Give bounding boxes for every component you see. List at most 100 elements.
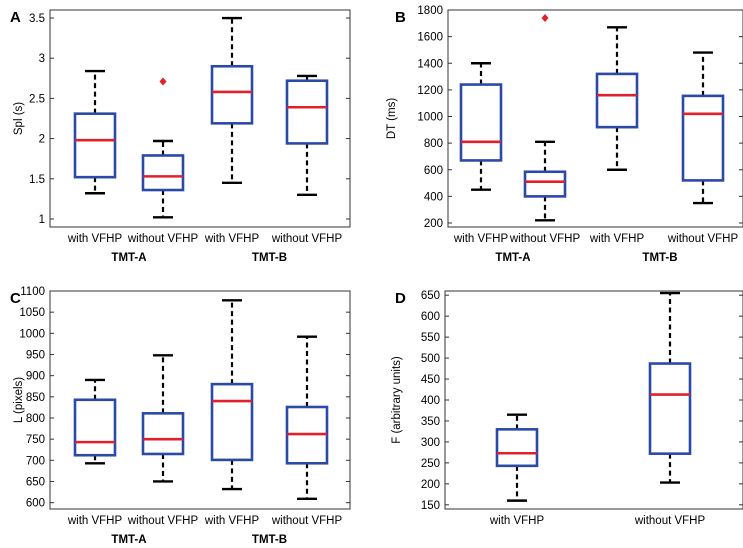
y-tick-label: 1200 — [417, 85, 443, 97]
y-tick-label: 600 — [26, 498, 45, 510]
y-tick-label: 2.5 — [29, 93, 45, 105]
box-4 — [681, 51, 725, 205]
iqr-box — [648, 362, 692, 455]
y-axis-label: L (pixels) — [13, 377, 25, 423]
y-tick-label: 3.5 — [29, 13, 45, 25]
y-tick-label: 1000 — [19, 328, 45, 340]
group-label: TMT-B — [642, 252, 677, 264]
outlier-point — [159, 77, 167, 86]
box-4 — [285, 74, 329, 197]
iqr-box — [595, 72, 639, 129]
category-label: without VFHP — [271, 233, 343, 245]
y-tick-label: 500 — [421, 353, 440, 365]
y-tick-label: 650 — [421, 290, 440, 302]
iqr-box — [141, 154, 185, 192]
y-tick-label: 3 — [39, 53, 45, 65]
category-label: with VFHP — [204, 515, 260, 527]
box-2 — [523, 13, 567, 222]
iqr-box — [141, 412, 185, 456]
y-tick-label: 400 — [424, 191, 443, 203]
panel-c: C 600 650 700 750 800 850 900 950 1000 1050 1100 L (… — [10, 286, 351, 546]
category-label: with VFHP — [489, 515, 545, 527]
iqr-box — [73, 398, 117, 457]
y-axis-label: F (arbitrary units) — [391, 356, 403, 444]
iqr-box — [73, 112, 117, 179]
category-label: without VFHP — [634, 515, 706, 527]
box-1 — [73, 378, 117, 465]
y-tick-label: 300 — [421, 437, 440, 449]
group-label: TMT-B — [252, 534, 287, 546]
category-label: without VFHP — [127, 233, 199, 245]
y-tick-label: 400 — [421, 395, 440, 407]
category-label: without VFHP — [667, 233, 739, 245]
y-tick-label: 750 — [26, 434, 45, 446]
y-tick-label: 700 — [26, 455, 45, 467]
y-tick-label: 2 — [39, 134, 45, 146]
group-label: TMT-A — [111, 534, 146, 546]
iqr-box — [523, 170, 567, 198]
iqr-box — [495, 428, 539, 468]
y-tick-label: 1400 — [417, 58, 443, 70]
y-tick-label: 200 — [424, 218, 443, 230]
plot-frame — [49, 290, 351, 510]
y-tick-label: 450 — [421, 374, 440, 386]
panel-b: B 200 400 600 800 1000 1200 1400 1600 1800 DT (ms)… — [386, 5, 743, 264]
category-label: with VFHP — [67, 233, 123, 245]
iqr-box — [681, 94, 725, 182]
category-label: without VFHP — [271, 515, 343, 527]
plot-frame — [444, 290, 743, 510]
y-axis-label: DT (ms) — [386, 98, 398, 139]
y-tick-label: 900 — [26, 371, 45, 383]
box-1 — [459, 62, 503, 191]
iqr-box — [285, 79, 329, 145]
panel-d: D 150 200 250 300 350 400 450 500 550 600 650 F (arb… — [391, 290, 743, 527]
category-label: with VFHP — [453, 233, 509, 245]
box-1 — [73, 69, 117, 195]
group-label: TMT-B — [252, 252, 287, 264]
y-tick-label: 850 — [26, 392, 45, 404]
iqr-box — [210, 382, 254, 462]
y-tick-label: 800 — [26, 413, 45, 425]
y-tick-label: 650 — [26, 476, 45, 488]
group-label: TMT-A — [111, 252, 146, 264]
y-tick-label: 1.5 — [29, 174, 45, 186]
y-tick-label: 1000 — [417, 112, 443, 124]
y-tick-label: 1050 — [19, 307, 45, 319]
box-2 — [141, 77, 185, 219]
y-tick-label: 150 — [421, 500, 440, 512]
iqr-box — [210, 64, 254, 125]
panel-label: A — [10, 9, 21, 26]
category-label: with VFHP — [589, 233, 645, 245]
y-tick-label: 600 — [424, 165, 443, 177]
box-4 — [285, 335, 329, 501]
category-label: without VFHP — [127, 515, 199, 527]
outlier-point — [541, 13, 549, 22]
box-2 — [141, 354, 185, 483]
box-3 — [210, 299, 254, 491]
panel-label: D — [395, 290, 406, 307]
y-tick-label: 600 — [421, 311, 440, 323]
category-label: with VFHP — [204, 233, 260, 245]
category-label: with VFHP — [67, 515, 123, 527]
box-2 — [648, 291, 692, 484]
category-label: without VFHP — [509, 233, 581, 245]
box-3 — [210, 16, 254, 184]
y-tick-label: 800 — [424, 138, 443, 150]
y-tick-label: 1100 — [20, 286, 45, 298]
y-tick-label: 950 — [26, 349, 45, 361]
y-tick-label: 1800 — [417, 5, 443, 17]
y-tick-label: 350 — [421, 416, 440, 428]
y-tick-label: 200 — [421, 479, 440, 491]
y-axis-label: Spl (s) — [13, 102, 25, 135]
plot-frame — [447, 9, 743, 228]
panel-label: C — [10, 290, 21, 307]
plot-frame — [49, 9, 351, 228]
box-3 — [595, 26, 639, 171]
y-tick-label: 1600 — [417, 32, 443, 44]
iqr-box — [459, 83, 503, 162]
y-tick-label: 1 — [39, 214, 45, 226]
box-1 — [495, 413, 539, 502]
group-label: TMT-A — [495, 252, 530, 264]
panel-a: A 1 1.5 2 2.5 3 3.5 Spl (s) with VFHP without VFH… — [10, 9, 351, 264]
